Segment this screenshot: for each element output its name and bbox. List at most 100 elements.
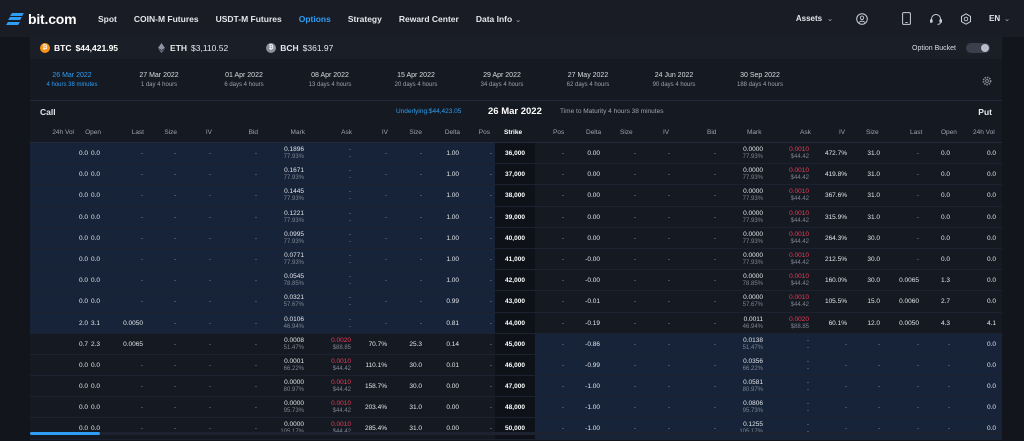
call-side[interactable] bbox=[30, 270, 495, 291]
put-ask-cell[interactable]: 0.0010 $44.42 bbox=[769, 228, 809, 248]
put-ask-cell[interactable]: -- bbox=[769, 334, 809, 354]
call-bid-cell[interactable]: - bbox=[254, 319, 257, 327]
call-mark-cell[interactable]: 0.0001 66.22% bbox=[264, 355, 304, 375]
call-bid-cell[interactable]: - bbox=[254, 213, 257, 221]
call-ask-cell[interactable]: -- bbox=[311, 164, 351, 184]
call-bid-cell[interactable]: - bbox=[254, 171, 257, 179]
expiry-tab[interactable]: 08 Apr 2022 13 days 4 hours bbox=[286, 72, 374, 88]
put-mark-cell[interactable]: 0.0000 77.93% bbox=[723, 207, 763, 227]
call-mark-cell[interactable]: 0.1671 77.93% bbox=[264, 164, 304, 184]
call-ask-cell[interactable]: -- bbox=[311, 207, 351, 227]
call-mark-cell[interactable]: 0.1445 77.93% bbox=[264, 185, 304, 205]
call-ask-cell[interactable]: -- bbox=[311, 291, 351, 311]
nav-coin-m-futures[interactable]: COIN-M Futures bbox=[133, 13, 199, 24]
table-row[interactable]: 47,000 0.0 0.0- - - -0.0000 80.97% 0.0010 $44.42… bbox=[30, 376, 1002, 398]
call-mark-cell[interactable]: 0.1221 77.93% bbox=[264, 207, 304, 227]
put-bid-cell[interactable]: - bbox=[713, 150, 716, 157]
put-ask-cell[interactable]: 0.0010 $44.42 bbox=[769, 164, 809, 184]
nav-strategy[interactable]: Strategy bbox=[347, 13, 382, 24]
headset-icon[interactable] bbox=[925, 11, 947, 27]
expiry-tab[interactable]: 30 Sep 2022 188 days 4 hours bbox=[716, 72, 804, 88]
put-bid-cell[interactable]: - bbox=[713, 361, 716, 369]
put-ask-cell[interactable]: 0.0010 $44.42 bbox=[769, 270, 809, 290]
call-bid-cell[interactable]: - bbox=[254, 404, 257, 412]
put-side[interactable] bbox=[535, 185, 1002, 206]
put-side[interactable] bbox=[535, 312, 1002, 333]
table-row[interactable]: 48,000 0.0 0.0- - - -0.0000 95.73% 0.0010 $44.42… bbox=[30, 397, 1002, 419]
put-side[interactable] bbox=[535, 206, 1002, 227]
call-mark-cell[interactable]: 0.1896 77.93% bbox=[264, 143, 304, 163]
call-side[interactable] bbox=[30, 291, 495, 312]
put-side[interactable] bbox=[535, 291, 1002, 312]
call-side[interactable] bbox=[30, 248, 495, 270]
put-side[interactable] bbox=[535, 227, 1002, 248]
call-bid-cell[interactable]: - bbox=[254, 340, 257, 348]
table-row[interactable]: 50,0000.00.0----0.0000105.17%0.0010$44.4… bbox=[30, 418, 1002, 440]
put-ask-cell[interactable]: 0.0010 $44.42 bbox=[769, 143, 809, 163]
put-side[interactable] bbox=[535, 333, 1002, 354]
table-row[interactable]: 46,000 0.0 0.0- - - -0.0001 66.22% 0.0010 $44.42… bbox=[30, 354, 1002, 377]
nav-spot[interactable]: Spot bbox=[98, 13, 117, 24]
nav-options[interactable]: Options bbox=[298, 13, 331, 24]
expiry-tab[interactable]: 01 Apr 2022 6 days 4 hours bbox=[200, 72, 288, 88]
coin-tab-bch[interactable]: ₿ BCH $361.97 bbox=[256, 43, 333, 53]
call-side[interactable] bbox=[30, 376, 495, 397]
expiry-tab[interactable]: 27 May 2022 62 days 4 hours bbox=[544, 72, 632, 88]
call-bid-cell[interactable]: - bbox=[254, 192, 257, 200]
put-bid-cell[interactable]: - bbox=[713, 319, 716, 327]
call-mark-cell[interactable]: 0.0000 80.97% bbox=[264, 376, 304, 396]
call-ask-cell[interactable]: -- bbox=[311, 185, 351, 205]
call-mark-cell[interactable]: 0.0000 95.73% bbox=[264, 397, 304, 417]
expiry-tab[interactable]: 15 Apr 2022 20 days 4 hours bbox=[372, 72, 460, 88]
column-settings-icon[interactable] bbox=[982, 76, 992, 88]
put-ask-cell[interactable]: 0.0010 $44.42 bbox=[769, 207, 809, 227]
nav-reward-center[interactable]: Reward Center bbox=[398, 13, 459, 24]
put-mark-cell[interactable]: 0.0000 57.67% bbox=[723, 291, 763, 311]
table-row[interactable]: 42,000 0.0 0.0- - - -0.0545 78.85% - - - -1.00- - -0… bbox=[30, 270, 1002, 292]
call-side[interactable] bbox=[30, 397, 495, 418]
call-bid-cell[interactable]: - bbox=[254, 383, 257, 391]
table-row[interactable]: 43,000 0.0 0.0- - - -0.0321 57.67% - - - -0.99- - -0… bbox=[30, 291, 1002, 313]
put-mark-cell[interactable]: 0.1255105.17% bbox=[723, 418, 763, 438]
call-side[interactable] bbox=[30, 227, 495, 248]
put-ask-cell[interactable]: -- bbox=[769, 397, 809, 417]
call-side[interactable] bbox=[30, 164, 495, 185]
put-side[interactable] bbox=[535, 143, 1002, 164]
call-bid-cell[interactable]: - bbox=[254, 277, 257, 285]
put-side[interactable] bbox=[535, 354, 1002, 376]
call-ask-cell[interactable]: -- bbox=[311, 228, 351, 248]
put-mark-cell[interactable]: 0.0806 95.73% bbox=[723, 397, 763, 417]
put-bid-cell[interactable]: - bbox=[713, 192, 716, 200]
put-mark-cell[interactable]: 0.0000 77.93% bbox=[723, 228, 763, 248]
call-side[interactable] bbox=[30, 354, 495, 376]
call-side[interactable] bbox=[30, 185, 495, 206]
call-side[interactable] bbox=[30, 312, 495, 333]
call-bid-cell[interactable]: - bbox=[254, 150, 257, 157]
put-side[interactable] bbox=[535, 270, 1002, 291]
put-mark-cell[interactable]: 0.0000 77.93% bbox=[723, 164, 763, 184]
call-mark-cell[interactable]: 0.0106 46.94% bbox=[264, 313, 304, 333]
table-row[interactable]: 40,000 0.0 0.0- - - -0.0995 77.93% - - - -1.00- -0.… bbox=[30, 227, 1002, 249]
expiry-tab[interactable]: 24 Jun 2022 90 days 4 hours bbox=[630, 72, 718, 88]
call-mark-cell[interactable]: 0.0771 77.93% bbox=[264, 249, 304, 269]
call-mark-cell[interactable]: 0.0000105.17% bbox=[264, 418, 304, 438]
scrollbar-thumb[interactable] bbox=[30, 432, 100, 435]
call-mark-cell[interactable]: 0.0008 51.47% bbox=[264, 334, 304, 354]
put-side[interactable] bbox=[535, 248, 1002, 270]
put-ask-cell[interactable]: 0.0010 $44.42 bbox=[769, 185, 809, 205]
table-row[interactable]: 36,000 0.0 0.0- - - -0.1896 77.93% - - - -1.00- -0.… bbox=[30, 143, 1002, 165]
table-row[interactable]: 39,000 0.0 0.0- - - -0.1221 77.93% - - - -1.00- -0.… bbox=[30, 206, 1002, 228]
call-ask-cell[interactable]: -- bbox=[311, 313, 351, 333]
call-bid-cell[interactable]: - bbox=[254, 425, 257, 433]
call-ask-cell[interactable]: 0.0010$44.42 bbox=[311, 397, 351, 417]
put-ask-cell[interactable]: -- bbox=[769, 376, 809, 396]
put-side[interactable] bbox=[535, 376, 1002, 397]
user-icon[interactable] bbox=[851, 11, 873, 27]
put-bid-cell[interactable]: - bbox=[713, 255, 716, 263]
call-side[interactable] bbox=[30, 206, 495, 227]
put-bid-cell[interactable]: - bbox=[713, 171, 716, 179]
put-ask-cell[interactable]: 0.0010 $44.42 bbox=[769, 291, 809, 311]
put-bid-cell[interactable]: - bbox=[713, 298, 716, 306]
table-row[interactable]: 38,000 0.0 0.0- - - -0.1445 77.93% - - - -1.00- -0.… bbox=[30, 185, 1002, 207]
call-ask-cell[interactable]: -- bbox=[311, 270, 351, 290]
